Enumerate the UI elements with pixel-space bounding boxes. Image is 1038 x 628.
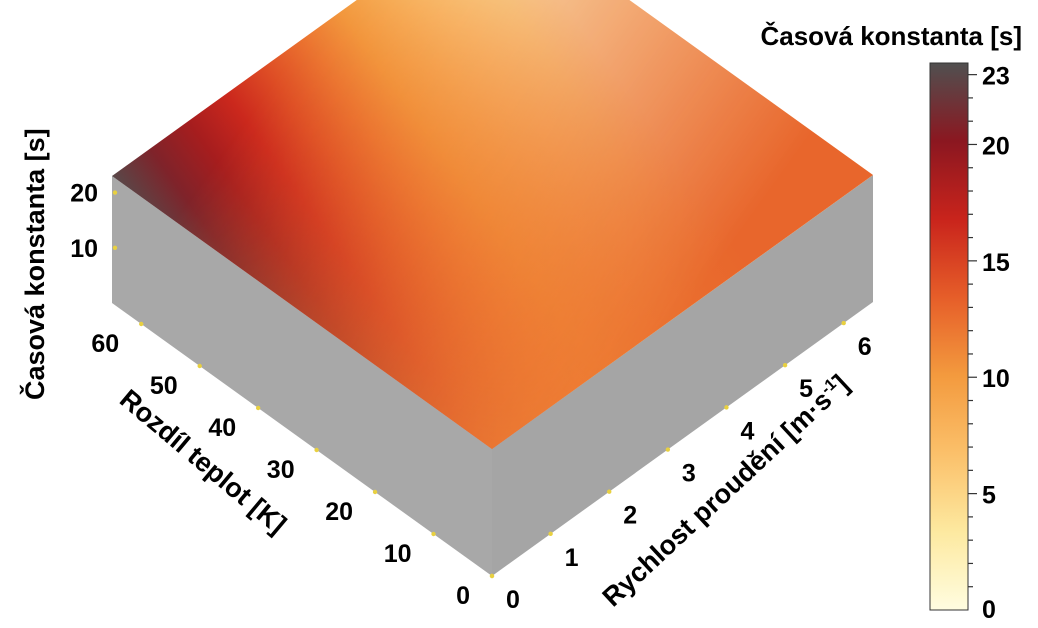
colorbar-tick-label: 20 xyxy=(982,132,1010,160)
y-tick-mark xyxy=(314,447,319,453)
tick-marks xyxy=(112,190,846,579)
x-tick-label: 0 xyxy=(506,586,520,614)
z-tick-mark xyxy=(112,245,118,250)
y-tick-mark xyxy=(372,489,378,495)
x-tick-label: 3 xyxy=(682,460,696,488)
z-tick-mark xyxy=(112,190,118,195)
colorbar-tick-label: 0 xyxy=(982,596,996,623)
y-tick-mark xyxy=(139,321,144,327)
y-tick-label: 40 xyxy=(208,414,236,442)
x-tick-mark xyxy=(724,405,729,410)
x-tick-mark xyxy=(607,489,612,494)
x-tick-mark xyxy=(841,320,846,326)
colorbar-ticks: 0 5 10 15 20 23 xyxy=(968,63,1010,624)
x-tick-mark xyxy=(548,531,553,537)
colorbar-title: Časová konstanta [s] xyxy=(760,21,1022,51)
y-tick-labels: 0 10 20 30 40 50 60 xyxy=(91,330,470,610)
y-tick-label: 10 xyxy=(384,540,412,568)
y-tick-label: 0 xyxy=(456,582,470,610)
z-axis-title: Časová konstanta [s] xyxy=(19,128,50,400)
y-tick-mark xyxy=(255,405,261,411)
y-tick-label: 30 xyxy=(267,456,295,484)
colorbar-tick-label: 23 xyxy=(982,63,1010,91)
x-tick-labels: 0 1 2 3 4 5 6 xyxy=(506,333,872,614)
colorbar-bar xyxy=(929,62,969,611)
left-wall xyxy=(112,176,492,576)
z-tick-label: 20 xyxy=(70,180,98,208)
x-tick-label: 2 xyxy=(623,502,637,530)
z-tick-label: 10 xyxy=(70,235,98,263)
z-tick-labels: 10 20 xyxy=(70,180,98,263)
x-tick-mark xyxy=(665,447,671,452)
front-wall xyxy=(492,175,873,576)
x-tick-label: 5 xyxy=(799,375,813,403)
x-tick-mark xyxy=(782,363,788,368)
y-tick-label: 60 xyxy=(91,330,119,358)
y-tick-label: 20 xyxy=(325,498,353,526)
y-tick-mark xyxy=(489,573,495,579)
colorbar-tick-label: 15 xyxy=(982,249,1010,277)
x-tick-label: 6 xyxy=(858,333,872,361)
colorbar-tick-label: 5 xyxy=(982,482,996,510)
x-tick-label: 4 xyxy=(740,417,754,445)
y-tick-mark xyxy=(197,363,202,369)
colorbar-tick-label: 10 xyxy=(982,365,1010,393)
y-tick-label: 50 xyxy=(150,372,178,400)
x-tick-label: 1 xyxy=(565,544,579,572)
y-tick-mark xyxy=(431,531,436,537)
